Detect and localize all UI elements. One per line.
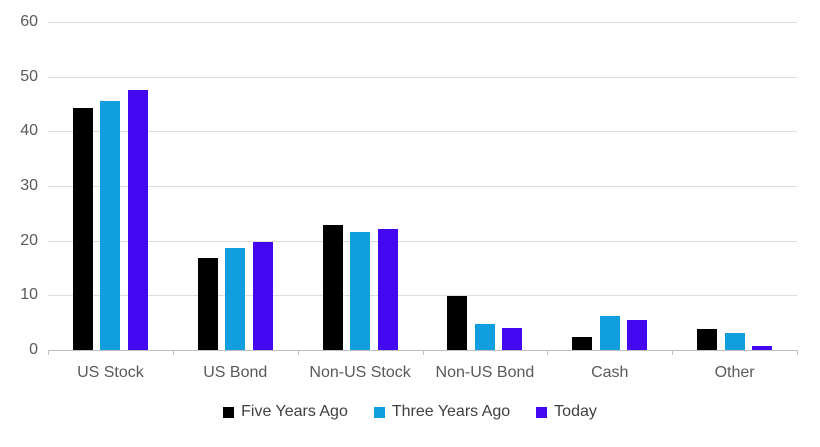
x-axis-tick xyxy=(422,350,424,355)
y-tick-label: 30 xyxy=(20,177,38,194)
x-category-label: Non-US Bond xyxy=(435,364,535,381)
bar xyxy=(627,320,648,350)
bar xyxy=(752,345,773,350)
bar xyxy=(322,225,343,350)
gridline xyxy=(48,186,797,187)
bar xyxy=(100,101,121,350)
bar xyxy=(572,337,593,350)
bar xyxy=(252,241,273,350)
legend-item: Today xyxy=(536,403,597,421)
legend-label: Five Years Ago xyxy=(241,403,348,420)
bar xyxy=(599,315,620,350)
bar xyxy=(350,232,371,350)
bar xyxy=(377,229,398,350)
x-axis-tick xyxy=(547,350,549,355)
legend-swatch xyxy=(373,406,385,418)
gridline xyxy=(48,131,797,133)
x-axis-tick xyxy=(672,350,674,355)
bar xyxy=(127,89,148,350)
y-tick-label: 40 xyxy=(20,122,38,140)
bar xyxy=(724,332,745,350)
legend-label: Three Years Ago xyxy=(391,403,511,420)
gridline xyxy=(48,22,797,23)
x-category-label: US Bond xyxy=(203,364,268,381)
legend-item: Five Years Ago xyxy=(223,403,348,421)
y-tick-label: 10 xyxy=(20,286,38,304)
y-tick-label: 20 xyxy=(20,231,38,249)
bar xyxy=(697,328,718,350)
legend-item: Three Years Ago xyxy=(373,403,511,421)
legend-swatch xyxy=(223,406,235,418)
x-category-label: Other xyxy=(714,364,755,381)
x-category-label: US Stock xyxy=(77,364,144,381)
gridline xyxy=(48,295,797,297)
bar xyxy=(474,324,495,350)
x-category-label: Non-US Stock xyxy=(309,364,411,381)
x-axis-tick xyxy=(797,350,798,355)
bar xyxy=(447,295,468,350)
x-axis-tick xyxy=(172,350,174,355)
bar xyxy=(72,107,93,350)
x-axis-tick xyxy=(48,350,49,355)
x-axis-tick xyxy=(297,350,299,355)
gridline xyxy=(48,240,797,242)
y-tick-label: 50 xyxy=(20,67,38,85)
legend-swatch xyxy=(536,406,548,418)
y-tick-label: 0 xyxy=(29,341,38,358)
legend: Five Years Ago Three Years Ago Today xyxy=(0,403,820,421)
y-tick-label: 60 xyxy=(20,13,38,30)
bar xyxy=(225,248,246,350)
bar xyxy=(502,327,523,350)
x-category-label: Cash xyxy=(591,364,629,381)
gridline xyxy=(48,76,797,78)
bar xyxy=(197,257,218,350)
legend-label: Today xyxy=(554,403,597,420)
